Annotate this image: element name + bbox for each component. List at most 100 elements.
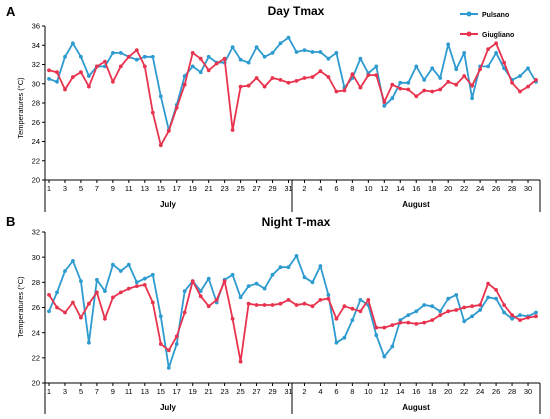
panel-a-point-giugliano <box>510 80 514 85</box>
panel-a-series-line-giugliano <box>48 42 537 147</box>
panel-b-point-pulsano <box>158 314 163 319</box>
panel-a-point-giugliano <box>134 48 139 52</box>
panel-b-ytick-label: 24 <box>32 328 40 337</box>
panel-a-point-pulsano <box>398 80 403 85</box>
panel-a-point-giugliano <box>430 89 435 94</box>
panel-b-point-giugliano <box>422 320 427 325</box>
panel-a-xtick-label: 18 <box>428 184 436 193</box>
panel-a-point-giugliano <box>470 83 474 88</box>
panel-a-point-giugliano <box>198 56 203 61</box>
panel-b-point-giugliano <box>71 300 75 305</box>
panel-a-point-giugliano <box>278 78 283 82</box>
panel-a-point-pulsano <box>406 80 411 85</box>
panel-a-point-pulsano <box>111 51 115 55</box>
panel-a-ytick-label: 34 <box>32 41 40 50</box>
panel-b-point-pulsano <box>182 289 187 293</box>
panel-a-point-pulsano <box>446 42 451 47</box>
panel-a-point-pulsano <box>142 54 147 59</box>
panel-a-point-pulsano <box>486 64 490 69</box>
panel-a-point-giugliano <box>454 82 459 87</box>
panel-a-ytick-label: 26 <box>32 118 40 127</box>
panel-b-xtick-label: 6 <box>334 387 338 396</box>
panel-b-point-pulsano <box>230 272 235 277</box>
panel-a-point-pulsano <box>278 41 283 46</box>
panel-b-xtick-label: 11 <box>125 387 133 396</box>
panel-b-point-pulsano <box>126 262 131 267</box>
legend-label-giugliano: Giugliano <box>482 32 514 39</box>
panel-a-point-giugliano <box>111 79 115 84</box>
panel-a-point-pulsano <box>454 67 459 72</box>
panel-a-point-giugliano <box>398 86 403 91</box>
panel-b-point-pulsano <box>103 289 107 293</box>
panel-b-point-pulsano <box>286 265 291 270</box>
panel-a-point-giugliano <box>63 87 67 92</box>
panel-a-point-giugliano <box>214 61 219 66</box>
panel-b-xtick-label: 12 <box>380 387 388 396</box>
panel-b-point-giugliano <box>214 298 219 302</box>
panel-b-point-pulsano <box>414 309 419 314</box>
panel-a-point-pulsano <box>71 41 75 46</box>
panel-b-ytick-label: 28 <box>32 278 40 287</box>
panel-b-point-giugliano <box>134 284 139 288</box>
panel-b-point-giugliano <box>87 301 91 306</box>
panel-b-xtick-label: 18 <box>428 387 436 396</box>
panel-b-ytick-label: 32 <box>32 228 40 237</box>
panel-b-point-giugliano <box>95 290 99 295</box>
panel-a-point-pulsano <box>302 48 307 52</box>
panel-b-point-giugliano <box>430 318 435 322</box>
panel-a-point-giugliano <box>478 67 482 72</box>
panel-a-point-pulsano <box>79 54 83 59</box>
panel-b-point-giugliano <box>150 300 155 305</box>
panel-a-point-pulsano <box>334 51 339 55</box>
panel-a-point-giugliano <box>150 110 155 115</box>
panel-b-point-giugliano <box>230 316 235 321</box>
panel-a-series-line-pulsano <box>48 36 537 131</box>
panel-b-point-pulsano <box>150 272 155 277</box>
panel-b-point-pulsano <box>406 313 411 317</box>
panel-a-xtick-label: 26 <box>492 184 500 193</box>
panel-b-point-giugliano <box>262 303 267 307</box>
panel-a-xtick-label: 19 <box>189 184 197 193</box>
panel-a-xtick-label: 17 <box>173 184 181 193</box>
panel-b-point-pulsano <box>486 295 490 300</box>
panel-a-point-pulsano <box>462 51 467 55</box>
panel-a-xtick-label: 6 <box>334 184 338 193</box>
panel-a-point-pulsano <box>63 54 67 59</box>
panel-a-month-july: July <box>160 200 177 209</box>
panel-b-point-pulsano <box>494 296 498 301</box>
panel-a-point-giugliano <box>174 105 179 110</box>
panel-a-point-giugliano <box>526 84 530 89</box>
panel-b-point-giugliano <box>166 348 171 353</box>
panel-a-xtick-label: 27 <box>252 184 260 193</box>
panel-a-point-pulsano <box>198 70 203 75</box>
panel-b-point-pulsano <box>47 309 51 314</box>
panel-a-ytick-label: 24 <box>32 137 40 146</box>
panel-a-point-pulsano <box>438 76 443 80</box>
panel-b-point-giugliano <box>206 304 211 309</box>
panel-b-point-pulsano <box>206 276 211 281</box>
panel-b-xtick-label: 22 <box>460 387 468 396</box>
panel-b-point-giugliano <box>294 303 299 307</box>
panel-a-point-giugliano <box>182 82 187 87</box>
panel-a-xtick-label: 7 <box>95 184 99 193</box>
panel-a-point-pulsano <box>206 54 211 59</box>
panel-b-ytick-label: 30 <box>32 253 40 262</box>
panel-b-point-pulsano <box>470 314 474 319</box>
panel-b-point-giugliano <box>438 313 443 317</box>
panel-b-point-pulsano <box>334 340 339 345</box>
panel-b-point-pulsano <box>326 293 331 297</box>
panel-label-b: B <box>6 214 15 229</box>
panel-b-point-giugliano <box>478 303 482 307</box>
panel-b-ytick-label: 26 <box>32 303 40 312</box>
panel-b-point-pulsano <box>55 290 59 295</box>
panel-b-ytick-label: 22 <box>32 353 40 362</box>
panel-b-point-pulsano <box>270 272 275 277</box>
panel-b-point-pulsano <box>302 275 307 280</box>
panel-a-point-giugliano <box>142 64 147 69</box>
panel-b-xtick-label: 29 <box>268 387 276 396</box>
panel-a-point-giugliano <box>246 83 251 88</box>
panel-b-point-pulsano <box>430 304 435 309</box>
panel-a-point-giugliano <box>302 76 307 80</box>
panel-a-xtick-label: 4 <box>318 184 322 193</box>
